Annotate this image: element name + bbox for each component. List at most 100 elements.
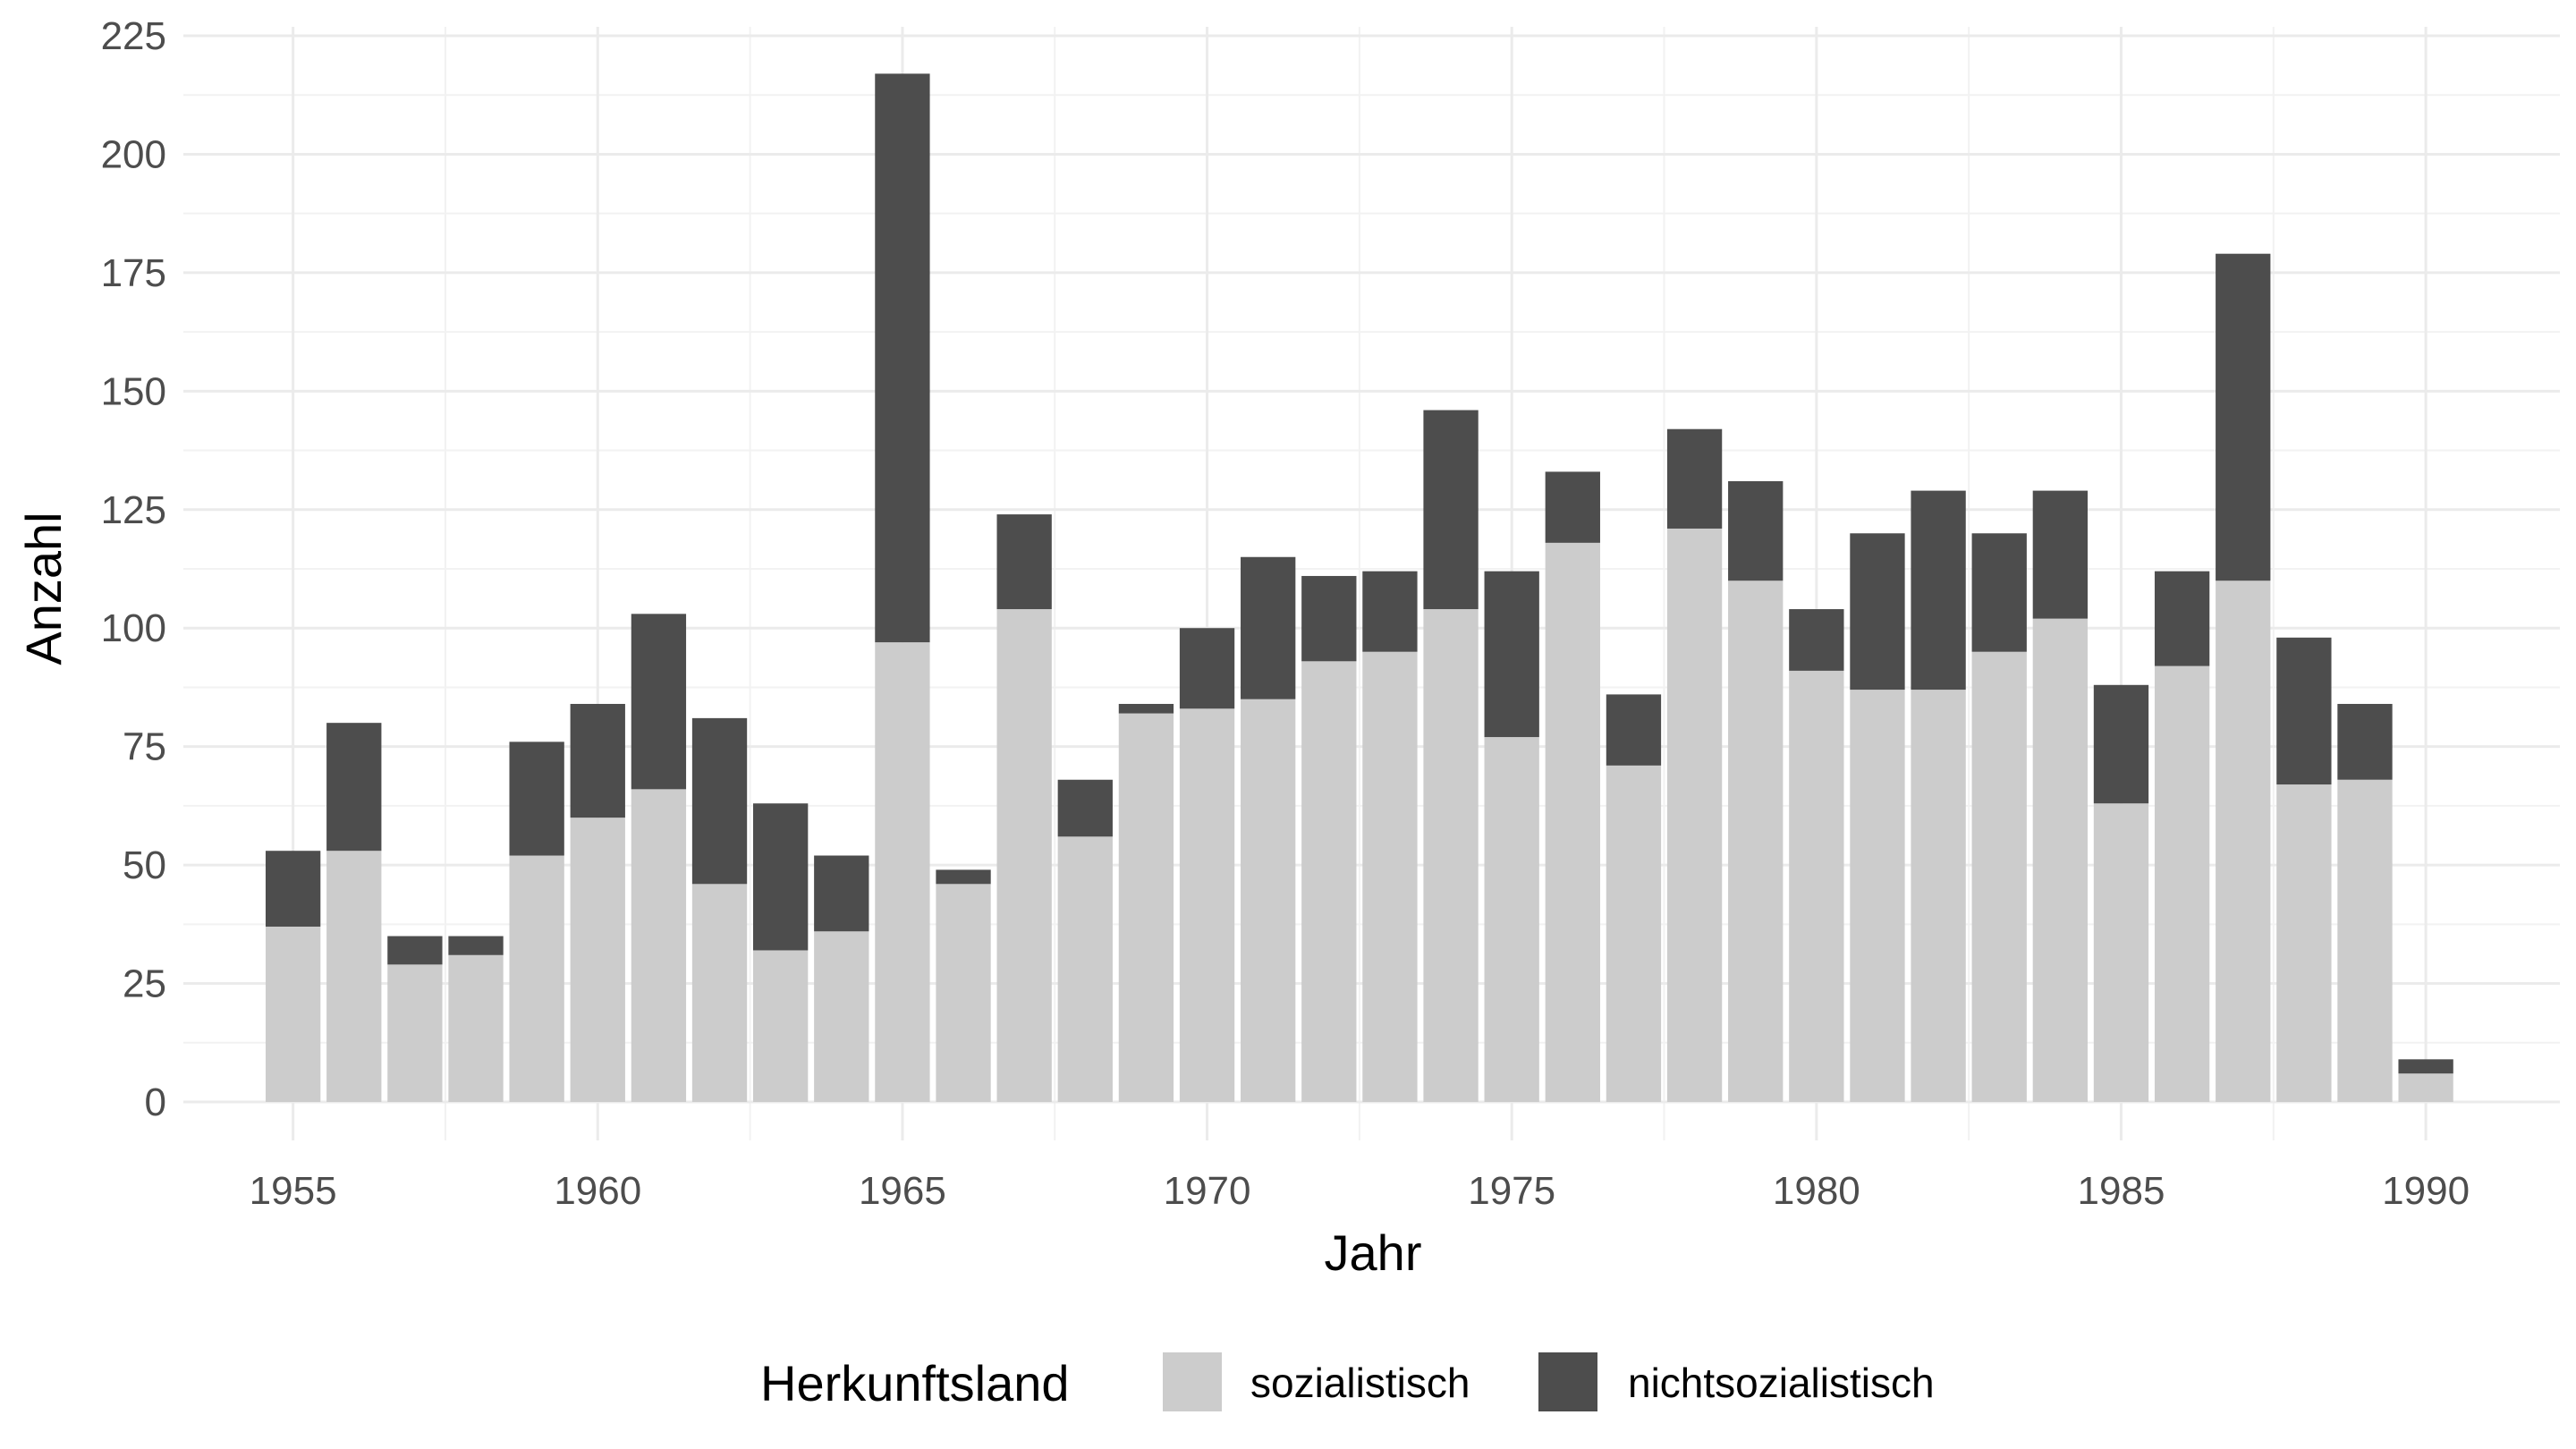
bar-1967-nichtsozialistisch xyxy=(996,514,1052,610)
bar-1985-sozialistisch xyxy=(2093,803,2149,1102)
bar-1959-nichtsozialistisch xyxy=(509,741,564,856)
bar-1962-sozialistisch xyxy=(691,884,748,1102)
x-tick-label: 1965 xyxy=(859,1169,946,1213)
bar-1957-nichtsozialistisch xyxy=(387,936,443,965)
bar-1968-nichtsozialistisch xyxy=(1057,779,1113,837)
bar-1964-nichtsozialistisch xyxy=(814,855,869,932)
bar-1960-sozialistisch xyxy=(570,818,625,1102)
bar-1978-nichtsozialistisch xyxy=(1666,428,1723,529)
bar-1966-sozialistisch xyxy=(936,884,991,1102)
bar-1990-nichtsozialistisch xyxy=(2398,1059,2453,1074)
y-tick-label: 125 xyxy=(101,488,166,532)
bar-1982-sozialistisch xyxy=(1911,690,1966,1102)
bar-1974-nichtsozialistisch xyxy=(1423,410,1479,610)
bar-1989-nichtsozialistisch xyxy=(2337,703,2393,780)
bar-1970-sozialistisch xyxy=(1179,708,1235,1102)
bar-1959-sozialistisch xyxy=(509,855,564,1102)
bar-1986-nichtsozialistisch xyxy=(2154,571,2210,666)
bar-1958-sozialistisch xyxy=(448,954,504,1102)
bar-1973-sozialistisch xyxy=(1362,651,1418,1102)
bar-1976-nichtsozialistisch xyxy=(1545,471,1600,543)
y-tick-label: 150 xyxy=(101,369,166,413)
bar-1990-sozialistisch xyxy=(2398,1073,2453,1102)
bar-1983-nichtsozialistisch xyxy=(1971,533,2027,652)
bar-1975-nichtsozialistisch xyxy=(1484,571,1539,738)
bar-1981-nichtsozialistisch xyxy=(1850,533,1905,691)
bar-1961-sozialistisch xyxy=(631,789,687,1102)
legend-label-sozialistisch: sozialistisch xyxy=(1250,1360,1470,1406)
bar-1982-nichtsozialistisch xyxy=(1911,490,1966,691)
x-axis-ticks: 1955 1960 1965 1970 1975 1980 1985 1990 xyxy=(250,1169,2470,1213)
x-tick-label: 1990 xyxy=(2382,1169,2470,1213)
bar-1957-sozialistisch xyxy=(387,964,443,1102)
legend-key-nichtsozialistisch xyxy=(1538,1352,1597,1411)
bar-1961-nichtsozialistisch xyxy=(631,614,687,790)
bar-1980-sozialistisch xyxy=(1789,670,1844,1102)
bar-1972-sozialistisch xyxy=(1301,661,1357,1102)
bar-1968-sozialistisch xyxy=(1057,836,1113,1102)
bar-1958-nichtsozialistisch xyxy=(448,936,504,955)
bar-1956-nichtsozialistisch xyxy=(326,723,382,852)
y-axis-ticks: 0 25 50 75 100 125 150 175 200 225 xyxy=(101,14,166,1124)
bar-1979-nichtsozialistisch xyxy=(1728,480,1784,581)
y-tick-label: 200 xyxy=(101,132,166,176)
y-tick-label: 100 xyxy=(101,606,166,650)
bar-1963-nichtsozialistisch xyxy=(752,803,809,951)
bar-1981-sozialistisch xyxy=(1850,690,1905,1102)
bar-1973-nichtsozialistisch xyxy=(1362,571,1418,652)
bar-1965-nichtsozialistisch xyxy=(875,73,930,643)
bar-1977-nichtsozialistisch xyxy=(1606,694,1662,766)
bar-1974-sozialistisch xyxy=(1423,609,1479,1102)
bar-1962-nichtsozialistisch xyxy=(691,717,748,885)
y-tick-label: 25 xyxy=(123,962,166,1006)
x-tick-label: 1955 xyxy=(250,1169,337,1213)
bar-1985-nichtsozialistisch xyxy=(2093,684,2149,804)
x-tick-label: 1980 xyxy=(1773,1169,1860,1213)
x-tick-label: 1985 xyxy=(2078,1169,2165,1213)
legend: Herkunftsland sozialistisch nichtsoziali… xyxy=(760,1352,1935,1411)
bar-1971-nichtsozialistisch xyxy=(1241,556,1296,699)
bar-1960-nichtsozialistisch xyxy=(570,703,625,818)
legend-key-sozialistisch xyxy=(1163,1352,1222,1411)
x-axis-title: Jahr xyxy=(1325,1224,1422,1281)
bar-1967-sozialistisch xyxy=(996,609,1052,1102)
bar-1984-nichtsozialistisch xyxy=(2032,490,2089,619)
y-tick-label: 225 xyxy=(101,14,166,58)
bar-1976-sozialistisch xyxy=(1545,542,1600,1102)
bar-1987-nichtsozialistisch xyxy=(2216,253,2271,581)
y-tick-label: 75 xyxy=(123,725,166,769)
bar-1989-sozialistisch xyxy=(2337,779,2393,1102)
bar-1966-nichtsozialistisch xyxy=(936,869,991,885)
y-tick-label: 50 xyxy=(123,843,166,887)
bar-1964-sozialistisch xyxy=(814,931,869,1102)
bar-1969-nichtsozialistisch xyxy=(1118,703,1174,714)
bar-1978-sozialistisch xyxy=(1666,528,1723,1102)
bar-1988-nichtsozialistisch xyxy=(2276,637,2332,785)
legend-title: Herkunftsland xyxy=(760,1355,1070,1411)
bar-1980-nichtsozialistisch xyxy=(1789,609,1844,671)
x-tick-label: 1960 xyxy=(554,1169,641,1213)
bar-1983-sozialistisch xyxy=(1971,651,2027,1102)
bar-1977-sozialistisch xyxy=(1606,765,1662,1102)
y-tick-label: 175 xyxy=(101,251,166,295)
y-tick-label: 0 xyxy=(145,1080,166,1124)
bar-1988-sozialistisch xyxy=(2276,784,2332,1102)
bar-1955-nichtsozialistisch xyxy=(265,851,321,927)
bar-1970-nichtsozialistisch xyxy=(1179,628,1235,709)
bar-1975-sozialistisch xyxy=(1484,737,1539,1102)
legend-label-nichtsozialistisch: nichtsozialistisch xyxy=(1628,1360,1935,1406)
bar-1956-sozialistisch xyxy=(326,851,382,1102)
y-axis-title: Anzahl xyxy=(15,512,72,665)
bar-1969-sozialistisch xyxy=(1118,713,1174,1102)
bar-1987-sozialistisch xyxy=(2216,580,2271,1102)
bar-1965-sozialistisch xyxy=(875,642,930,1102)
x-tick-label: 1975 xyxy=(1468,1169,1555,1213)
bar-1955-sozialistisch xyxy=(265,926,321,1102)
x-tick-label: 1970 xyxy=(1164,1169,1251,1213)
bars xyxy=(265,73,2453,1102)
bar-1986-sozialistisch xyxy=(2154,665,2210,1102)
bar-1984-sozialistisch xyxy=(2032,618,2089,1102)
bar-1971-sozialistisch xyxy=(1241,699,1296,1102)
bar-1972-nichtsozialistisch xyxy=(1301,575,1357,662)
